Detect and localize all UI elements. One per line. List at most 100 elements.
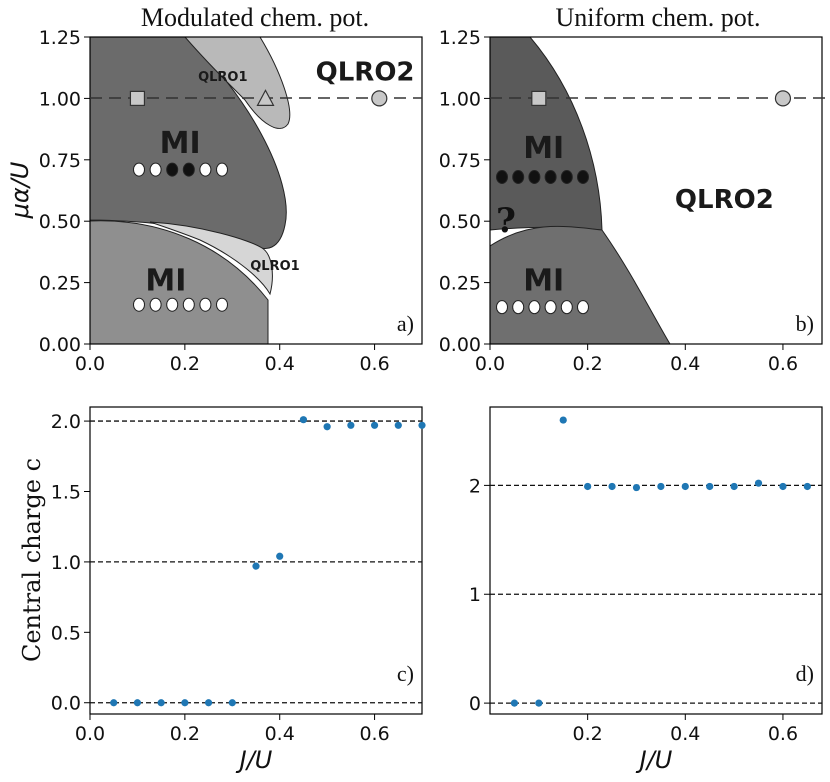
lattice-site	[182, 297, 195, 312]
x-tick-label: 0.0	[475, 353, 505, 375]
square-marker	[531, 90, 547, 107]
x-tick-label: 0.2	[573, 353, 603, 375]
panel-c-tag: c)	[397, 661, 414, 686]
lattice-site	[133, 297, 145, 312]
data-point	[204, 699, 213, 707]
x-tick-label: 0.4	[670, 723, 700, 745]
data-point	[394, 421, 402, 429]
panel-a-ticks: 0.0 0.2 0.4 0.6 0.00 0.25 0.50 0.75 1.00 1.25	[39, 27, 390, 375]
x-tick-label: 0.6	[359, 723, 389, 745]
panel-b-regions	[490, 37, 671, 344]
panel-c-ylabel: Central charge c	[18, 458, 46, 662]
lattice-site	[528, 300, 541, 315]
panel-a-tag: a)	[397, 311, 414, 336]
y-tick-label: 1.00	[439, 88, 481, 110]
region-label-qlro1: QLRO1	[198, 70, 247, 85]
circle-marker	[371, 90, 388, 107]
data-point	[299, 416, 308, 424]
lattice-site	[496, 169, 508, 184]
panel-a-title: Modulated chem. pot.	[141, 3, 369, 32]
y-tick-label: 0.5	[51, 622, 81, 644]
panel-b-ticks: 0.0 0.2 0.4 0.6 0.00 0.25 0.50 0.75 1.00 1.25	[439, 27, 798, 375]
panel-d-xlabel: J/U	[636, 746, 673, 774]
data-point	[276, 552, 284, 560]
lattice-site	[577, 169, 589, 184]
square-marker	[129, 90, 146, 107]
y-tick-label: 1.25	[39, 27, 81, 49]
panel-a-sites	[133, 162, 228, 312]
panel-c-xlabel: J/U	[236, 746, 273, 774]
x-tick-label: 0.6	[359, 353, 389, 375]
lattice-site	[496, 300, 508, 315]
panel-d-points	[510, 416, 811, 707]
region-label-mi: MI	[523, 131, 564, 166]
data-point	[632, 483, 641, 492]
data-point	[779, 482, 787, 491]
y-tick-label: 0.75	[439, 150, 481, 172]
x-tick-label: 0.2	[573, 723, 603, 745]
lattice-site	[166, 162, 179, 177]
x-tick-label: 0.2	[170, 353, 200, 375]
data-point	[706, 482, 714, 491]
data-point	[133, 699, 142, 707]
data-point	[754, 479, 763, 487]
y-tick-label: 1	[469, 584, 481, 606]
data-point	[584, 482, 592, 491]
panel-a-region-labels: MI MI QLRO1 QLRO1 QLRO2	[145, 57, 414, 298]
panel-b-sites	[496, 169, 589, 315]
y-tick-label: 0.0	[51, 693, 81, 715]
lattice-site	[133, 162, 145, 177]
y-tick-label: 1.5	[51, 481, 81, 503]
lattice-site	[544, 169, 557, 184]
y-tick-label: 0.75	[39, 150, 81, 172]
data-point	[535, 699, 543, 707]
panel-b-title: Uniform chem. pot.	[555, 3, 760, 32]
panel-d-reference-lines	[490, 484, 822, 704]
lattice-site	[199, 297, 212, 312]
data-point	[157, 699, 165, 707]
data-point	[347, 421, 355, 429]
x-tick-label: 0.0	[75, 723, 105, 745]
lattice-site	[182, 162, 195, 177]
data-point	[559, 416, 567, 424]
triangle-marker	[256, 89, 275, 106]
y-tick-label: 0.00	[39, 334, 81, 356]
lattice-site	[577, 300, 589, 315]
y-tick-label: 2.0	[51, 411, 81, 433]
panel-a-markers	[129, 89, 388, 107]
panel-c-frame	[89, 406, 423, 715]
region-label-qlro2: QLRO2	[675, 185, 774, 215]
panel-b-frame	[489, 36, 823, 345]
lattice-site	[512, 169, 525, 184]
lattice-site	[544, 300, 557, 315]
panel-c: 0.0 0.2 0.4 0.6 0.0 0.5 1.0 1.5 2.0 c) Central c…	[18, 406, 426, 774]
region-mi-lower-a	[90, 220, 269, 344]
region-qlro1-lower-a	[149, 221, 273, 296]
panel-b-markers	[531, 90, 792, 107]
lattice-site	[560, 300, 573, 315]
data-point	[510, 699, 519, 707]
x-tick-label: 0.4	[670, 353, 700, 375]
region-label-mi: MI	[145, 264, 186, 299]
data-point	[323, 423, 331, 431]
panel-d-frame	[489, 406, 823, 715]
panel-a-frame	[89, 36, 423, 345]
panel-d-tag: d)	[796, 661, 814, 686]
x-tick-label: 0.4	[265, 353, 295, 375]
x-tick-label: 0.0	[75, 353, 105, 375]
data-point	[110, 699, 118, 707]
x-tick-label: 0.2	[170, 723, 200, 745]
data-point	[608, 482, 616, 491]
lattice-site	[512, 300, 525, 315]
panel-c-points	[110, 416, 426, 707]
lattice-site	[166, 297, 179, 312]
y-tick-label: 1.0	[51, 552, 81, 574]
data-point	[228, 699, 236, 707]
region-mi-lower-b	[490, 225, 671, 344]
lattice-site	[216, 297, 228, 312]
data-point	[803, 482, 811, 491]
circle-marker	[774, 90, 792, 107]
lattice-site	[216, 162, 228, 177]
panel-b-region-labels: MI MI QLRO2	[523, 131, 774, 299]
